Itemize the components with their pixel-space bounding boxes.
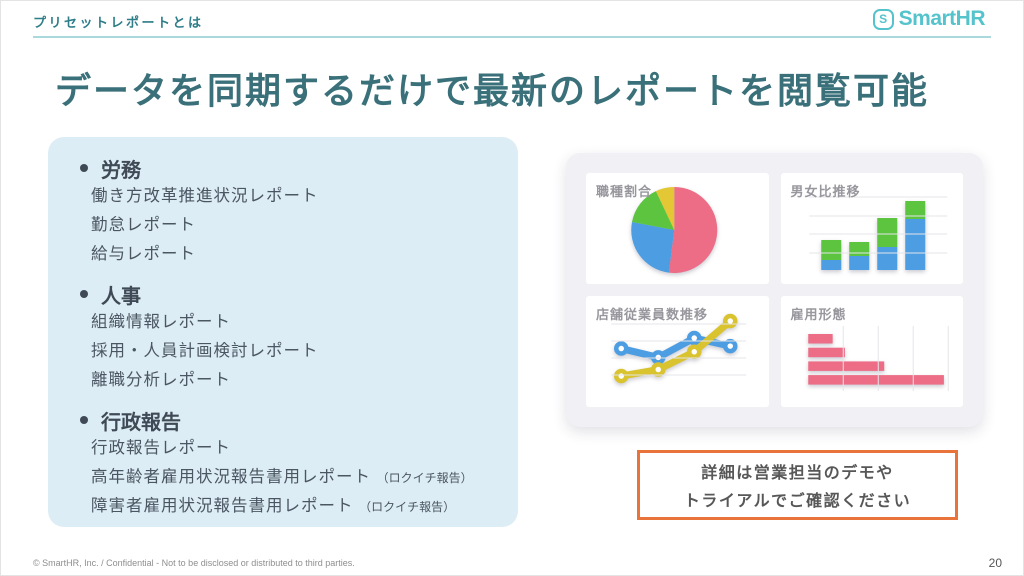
- chart-title: 雇用形態: [790, 307, 847, 322]
- report-item: 組織情報レポート: [91, 313, 231, 331]
- slide-kicker: プリセットレポートとは: [33, 15, 204, 30]
- chart-title: 職種割合: [596, 184, 653, 199]
- slide-title: データを同期するだけで最新のレポートを閲覧可能: [55, 70, 930, 111]
- smarthr-logo-text: SmartHR: [898, 7, 986, 30]
- section-heading: 人事: [80, 280, 500, 308]
- pie-chart: [631, 187, 718, 273]
- cta-line2: トライアルでご確認ください: [683, 493, 912, 510]
- report-item: 給与レポート: [91, 245, 196, 263]
- chart-card-gender-ratio: 男女比推移: [780, 173, 963, 284]
- section-label: 労務: [101, 159, 141, 182]
- line-chart: [611, 313, 747, 384]
- page-number: 20: [988, 556, 1002, 570]
- report-item-note: （ロクイチ報告）: [359, 500, 456, 514]
- bullet-icon: [80, 290, 88, 298]
- report-item: 高年齢者雇用状況報告書用レポート （ロクイチ報告）: [91, 468, 473, 486]
- smarthr-logo: S SmartHR: [872, 7, 986, 31]
- section-heading: 行政報告: [80, 406, 500, 434]
- report-list-panel: 労務 働き方改革推進状況レポート 勤怠レポート 給与レポート 人事 組織情報レポ…: [48, 137, 518, 527]
- report-item-note: （ロクイチ報告）: [376, 471, 473, 485]
- report-item: 行政報告レポート: [91, 439, 231, 457]
- footer-copyright: © SmartHR, Inc. / Confidential - Not to …: [33, 558, 355, 568]
- report-item: 働き方改革推進状況レポート: [91, 187, 319, 205]
- chart-title: 男女比推移: [790, 184, 861, 199]
- cta-box: 詳細は営業担当のデモや トライアルでご確認ください: [637, 450, 958, 520]
- bullet-icon: [80, 416, 88, 424]
- dashboard-preview-panel: 職種割合 男女比推移 店舗従業員数推移 雇用形態: [566, 153, 983, 427]
- report-item: 採用・人員計画検討レポート: [91, 342, 319, 360]
- chart-card-job-type: 職種割合: [586, 173, 769, 284]
- section-label: 人事: [101, 285, 141, 308]
- horizontal-bar-chart: [807, 326, 949, 391]
- chart-card-employment-type: 雇用形態: [780, 296, 963, 407]
- chart-card-store-employees: 店舗従業員数推移: [586, 296, 769, 407]
- report-section-gyousei: 行政報告 行政報告レポート 高年齢者雇用状況報告書用レポート （ロクイチ報告） …: [80, 406, 500, 521]
- report-item: 障害者雇用状況報告書用レポート （ロクイチ報告）: [91, 497, 456, 515]
- section-label: 行政報告: [101, 411, 181, 434]
- report-item: 離職分析レポート: [91, 371, 231, 389]
- report-item: 勤怠レポート: [91, 216, 196, 234]
- stacked-bar-chart: [808, 196, 947, 270]
- section-heading: 労務: [80, 154, 500, 182]
- smarthr-logo-icon: S: [872, 8, 894, 30]
- slide-header: プリセットレポートとは S SmartHR: [33, 0, 991, 38]
- report-section-jinji: 人事 組織情報レポート 採用・人員計画検討レポート 離職分析レポート: [80, 280, 500, 395]
- cta-line1: 詳細は営業担当のデモや: [701, 465, 894, 482]
- report-section-roumu: 労務 働き方改革推進状況レポート 勤怠レポート 給与レポート: [80, 154, 500, 269]
- bullet-icon: [80, 164, 88, 172]
- chart-title: 店舗従業員数推移: [596, 307, 709, 322]
